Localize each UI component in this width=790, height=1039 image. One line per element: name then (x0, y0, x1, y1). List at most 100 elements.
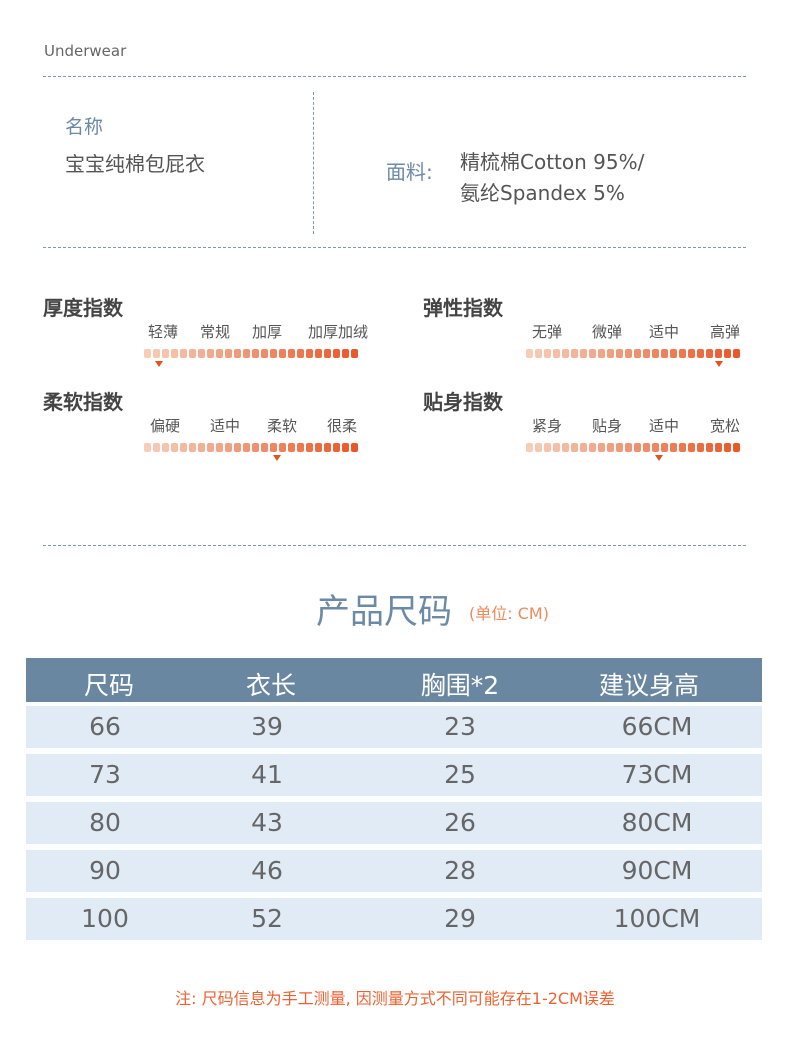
index-level: 高弹 (709, 323, 741, 341)
index-marker-icon (154, 361, 163, 367)
index-bar-segment (634, 349, 641, 358)
index-bar-segment (616, 443, 623, 452)
index-level: 紧身 (531, 417, 563, 435)
index-level: 偏硬 (149, 417, 181, 435)
index-bar-segment (571, 349, 578, 358)
column-header: 建议身高 (598, 671, 700, 700)
index-title: 厚度指数 (43, 296, 123, 320)
table-row: 90 46 28 90CM (26, 850, 762, 892)
index-bar-segment (270, 349, 277, 358)
index-bar (144, 349, 358, 358)
index-bar-segment (715, 443, 722, 452)
index-bar-segment (351, 443, 358, 452)
table-cell: 66CM (621, 712, 693, 741)
table-row: 73 41 25 73CM (26, 754, 762, 796)
index-bar-segment (571, 443, 578, 452)
index-title: 柔软指数 (43, 390, 123, 414)
measurement-note: 注: 尺码信息为手工测量, 因测量方式不同可能存在1-2CM误差 (175, 989, 615, 1008)
index-bar-segment (324, 349, 331, 358)
index-bar-segment (553, 349, 560, 358)
index-bar-segment (589, 349, 596, 358)
index-bar-segment (661, 443, 668, 452)
index-bar-segment (261, 443, 268, 452)
index-title: 弹性指数 (423, 296, 503, 320)
divider-vertical (313, 92, 314, 234)
fabric-label: 面料: (386, 160, 433, 184)
index-bar-segment (234, 443, 241, 452)
index-bar-segment (643, 443, 650, 452)
index-bar-segment (625, 349, 632, 358)
table-cell: 80CM (621, 808, 693, 837)
column-header: 胸围*2 (420, 671, 500, 700)
fabric-line-1: 精梳棉Cotton 95%/ (460, 150, 645, 174)
index-bar-segment (180, 443, 187, 452)
index-bar-segment (544, 443, 551, 452)
index-bar-segment (715, 349, 722, 358)
index-bar-segment (598, 349, 605, 358)
table-cell: 90CM (621, 856, 693, 885)
index-bar-segment (279, 349, 286, 358)
index-bar-segment (643, 349, 650, 358)
table-row: 80 43 26 80CM (26, 802, 762, 844)
index-bar-segment (252, 443, 259, 452)
table-cell: 28 (444, 856, 476, 885)
index-bar-segment (616, 349, 623, 358)
index-bar-segment (162, 443, 169, 452)
size-table-header: 尺码 衣长 胸围*2 建议身高 (26, 658, 762, 702)
index-bar-segment (661, 349, 668, 358)
index-bar-segment (189, 443, 196, 452)
index-bar-segment (724, 349, 731, 358)
index-bar-segment (607, 349, 614, 358)
index-bar-segment (333, 349, 340, 358)
divider-bottom (43, 545, 746, 546)
table-cell: 73 (89, 760, 121, 789)
index-bar-segment (670, 443, 677, 452)
index-bar-segment (297, 349, 304, 358)
table-cell: 80 (89, 808, 121, 837)
index-bar-segment (733, 349, 740, 358)
index-bar-segment (580, 349, 587, 358)
index-bar-segment (315, 443, 322, 452)
column-header: 衣长 (245, 671, 297, 700)
table-row: 66 39 23 66CM (26, 706, 762, 748)
index-bar-segment (679, 349, 686, 358)
index-bar-segment (580, 443, 587, 452)
index-bar-segment (625, 443, 632, 452)
index-bar-segment (679, 443, 686, 452)
index-bar-segment (243, 349, 250, 358)
index-bar-segment (306, 443, 313, 452)
table-cell: 25 (444, 760, 476, 789)
index-level: 贴身 (591, 417, 623, 435)
index-bar-segment (153, 349, 160, 358)
index-bar-segment (688, 349, 695, 358)
table-cell: 90 (89, 856, 121, 885)
product-name-label: 名称 (65, 116, 104, 138)
table-row: 100 52 29 100CM (26, 898, 762, 940)
index-bar (526, 349, 740, 358)
index-bar-segment (544, 349, 551, 358)
index-level: 适中 (209, 417, 241, 435)
index-bar (526, 443, 740, 452)
index-bar-segment (216, 349, 223, 358)
index-bar-segment (607, 443, 614, 452)
index-bar-segment (207, 443, 214, 452)
index-bar-segment (198, 443, 205, 452)
table-cell: 73CM (621, 760, 693, 789)
index-bar-segment (243, 443, 250, 452)
index-marker-icon (654, 455, 663, 461)
index-bar-segment (144, 349, 151, 358)
index-bar-segment (553, 443, 560, 452)
brand-label: Underwear (44, 42, 127, 60)
table-cell: 52 (251, 904, 283, 933)
index-bar-segment (688, 443, 695, 452)
index-bar-segment (153, 443, 160, 452)
index-bar-segment (697, 443, 704, 452)
index-bar-segment (535, 443, 542, 452)
index-bar-segment (288, 349, 295, 358)
index-level: 宽松 (709, 417, 741, 435)
table-cell: 29 (444, 904, 476, 933)
index-marker-icon (272, 455, 281, 461)
divider-top (43, 76, 746, 77)
index-title: 贴身指数 (423, 390, 503, 414)
index-level: 加厚 (251, 323, 283, 341)
